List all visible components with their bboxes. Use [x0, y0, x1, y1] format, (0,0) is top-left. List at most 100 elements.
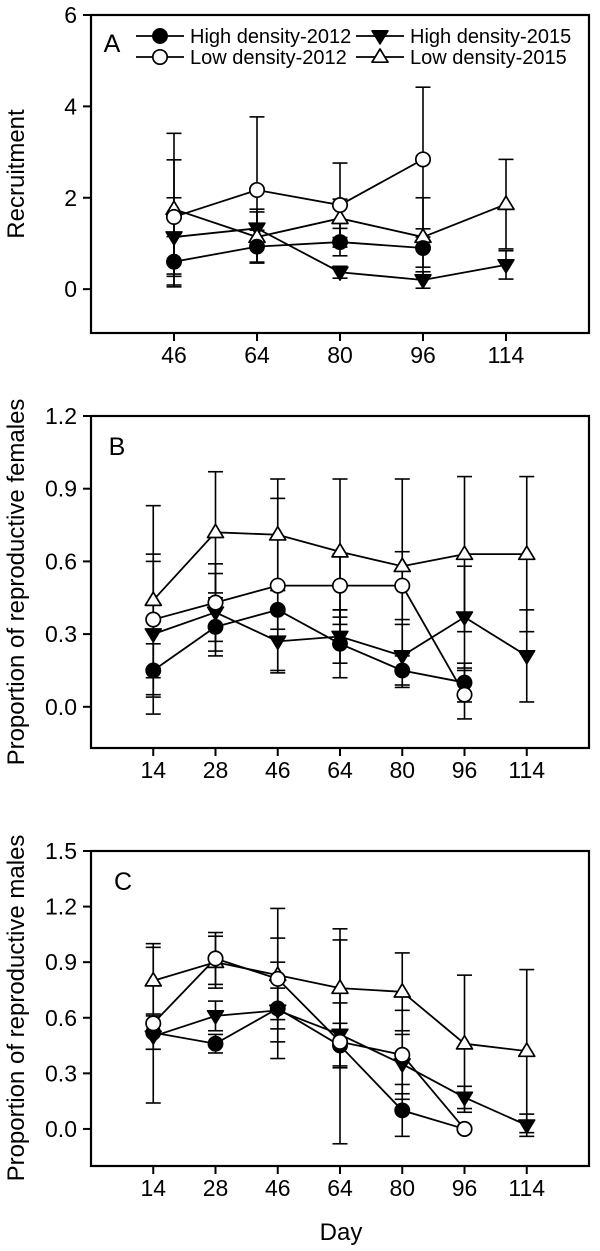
triangle-down-filled-marker: [331, 266, 349, 281]
triangle-down-filled-marker: [518, 649, 536, 665]
circle-open-marker: [394, 1046, 411, 1063]
panel-a-y-tick-label: 0: [64, 276, 77, 302]
circle-filled-marker: [332, 234, 348, 251]
panel-b-y-axis-title: Proportion of reproductive females: [3, 399, 30, 766]
triangle-down-filled-legend-icon: [371, 30, 389, 45]
circle-filled-marker: [207, 1035, 224, 1052]
circle-open-marker: [248, 181, 266, 199]
circle-open-marker: [207, 950, 224, 967]
series-line-high-density-2012: [173, 241, 424, 263]
triangle-up-open-marker: [455, 1034, 474, 1050]
panel-b-x-tick-label: 96: [452, 757, 478, 783]
triangle-up-open-marker: [393, 982, 412, 998]
panel-c-x-tick-label: 28: [203, 1175, 229, 1201]
series-line-high-density-2012: [152, 608, 465, 684]
panel-a-y-tick-label: 2: [64, 185, 77, 211]
legend-label: High density-2012: [190, 26, 351, 48]
series-line-high-density-2012: [153, 1007, 465, 1130]
triangle-down-filled-marker: [206, 1009, 225, 1025]
panel-a-x-tick-label: 114: [488, 342, 525, 368]
legend-label: Low density-2015: [410, 47, 567, 69]
triangle-down-filled-marker: [144, 628, 162, 643]
circle-filled-marker: [415, 240, 431, 256]
triangle-down-filled-marker: [414, 274, 432, 289]
triangle-up-open-marker: [144, 591, 163, 607]
circle-filled-marker: [249, 238, 265, 255]
panel-b-letter: B: [109, 433, 126, 461]
triangle-up-open-marker: [331, 542, 349, 558]
triangle-up-open-marker: [206, 523, 225, 539]
circle-open-marker: [269, 577, 286, 594]
panel-b-y-tick-label: 0.6: [45, 548, 77, 574]
panel-b-x-tick-label: 114: [508, 757, 545, 783]
circle-open-marker: [207, 594, 224, 611]
panel-b-x-tick-label: 64: [327, 757, 353, 783]
circle-open-marker: [165, 208, 183, 225]
triangle-down-filled-marker: [269, 635, 287, 651]
triangle-up-open-marker: [455, 545, 474, 561]
circle-open-marker: [456, 1120, 473, 1137]
circle-open-marker: [269, 970, 286, 987]
panel-c-y-tick-label: 0.3: [45, 1060, 77, 1086]
triangle-up-open-marker: [517, 1042, 536, 1058]
panel-c-x-tick-label: 64: [327, 1175, 353, 1201]
panel-b-x-tick-label: 80: [389, 757, 415, 783]
triangle-down-filled-marker: [455, 611, 474, 626]
panel-a-x-tick-label: 64: [244, 342, 270, 368]
legend-label: Low density-2012: [190, 47, 347, 69]
triangle-up-open-marker: [331, 979, 349, 995]
circle-filled-marker: [332, 635, 348, 652]
panel-c-x-tick-label: 80: [389, 1175, 415, 1201]
circle-filled-marker: [207, 618, 224, 635]
circle-filled-legend-icon: [152, 28, 168, 44]
panel-a-y-axis-title: Recruitment: [3, 109, 30, 239]
panel-b-y-tick-label: 0.9: [45, 476, 77, 502]
circle-open-marker: [331, 197, 349, 214]
panel-c-y-tick-label: 1.5: [45, 838, 77, 864]
panel-a-x-tick-label: 96: [410, 342, 436, 368]
series-line-low-density-2012: [153, 584, 466, 696]
triangle-up-open-legend-icon: [371, 48, 389, 64]
series-line-low-density-2012: [152, 957, 466, 1130]
triangle-down-filled-marker: [497, 258, 515, 274]
circle-filled-marker: [394, 1102, 411, 1119]
circle-filled-marker: [269, 1000, 286, 1017]
panel-a-letter: A: [104, 30, 121, 58]
triangle-down-filled-marker: [393, 649, 411, 665]
triangle-up-open-marker: [268, 525, 287, 541]
panel-c-x-tick-label: 114: [508, 1175, 545, 1201]
panel-b-y-tick-label: 0.3: [45, 621, 77, 647]
circle-open-marker: [145, 1015, 162, 1032]
panel-b-y-tick-label: 0.0: [45, 694, 77, 720]
panel-b-x-tick-label: 46: [265, 757, 291, 783]
triangle-down-filled-marker: [165, 231, 183, 246]
panel-b-x-tick-label: 14: [140, 757, 166, 783]
triangle-up-open-marker: [497, 195, 515, 211]
circle-open-marker: [414, 151, 432, 168]
panel-c-y-tick-label: 0.9: [45, 949, 77, 975]
panel-a-y-tick-label: 4: [64, 93, 77, 119]
panel-a-x-tick-label: 46: [161, 342, 187, 368]
circle-filled-marker: [145, 662, 162, 679]
panel-c-y-tick-label: 1.2: [45, 894, 77, 920]
circle-open-marker: [456, 686, 473, 703]
panel-c-x-tick-label: 46: [265, 1175, 291, 1201]
circle-open-legend-icon: [151, 48, 169, 66]
panel-c-y-axis-title: Proportion of reproductive males: [3, 835, 30, 1182]
panel-c-letter: C: [114, 868, 132, 896]
series-line-low-density-2012: [173, 158, 424, 218]
circle-filled-marker: [166, 253, 182, 270]
panel-b-y-tick-label: 1.2: [45, 403, 77, 429]
panel-c-y-tick-label: 0.0: [45, 1116, 77, 1142]
panel-c-x-tick-label: 96: [452, 1175, 478, 1201]
circle-open-marker: [331, 1033, 349, 1050]
x-axis-title: Day: [320, 1219, 363, 1246]
circle-open-marker: [394, 577, 411, 594]
legend-label: High density-2015: [410, 26, 571, 48]
circle-filled-marker: [269, 601, 286, 618]
triangle-up-open-marker: [331, 209, 349, 225]
circle-filled-marker: [394, 662, 411, 679]
triangle-up-open-marker: [517, 545, 536, 561]
